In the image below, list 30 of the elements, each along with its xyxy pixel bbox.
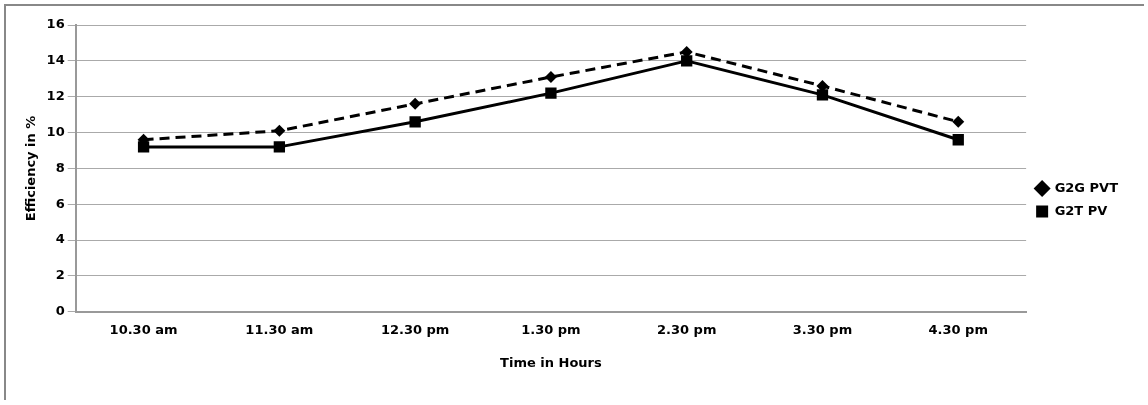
y-tick-label: 4 — [55, 231, 65, 247]
legend-label: G2T PV — [1054, 202, 1108, 218]
y-axis-title: Efficiency in % — [23, 115, 39, 222]
point — [273, 124, 286, 137]
y-tick-label: 6 — [55, 195, 65, 211]
point — [816, 89, 829, 101]
point — [952, 134, 964, 146]
point — [681, 55, 693, 67]
y-tick-label: 8 — [55, 159, 65, 175]
x-tick-label: 1.30 pm — [521, 321, 581, 337]
x-tick-label: 4.30 pm — [928, 321, 988, 337]
y-tick-label: 14 — [46, 52, 65, 68]
x-tick-label: 12.30 pm — [380, 321, 450, 337]
x-tick-label: 10.30 am — [109, 321, 178, 337]
point — [952, 115, 965, 128]
x-tick-label: 11.30 am — [245, 321, 314, 337]
point — [409, 116, 421, 128]
point — [545, 87, 557, 99]
x-tick-label: 2.30 pm — [656, 321, 717, 337]
y-tick-label: 16 — [46, 16, 65, 32]
point — [273, 141, 286, 153]
x-tick-label: 3.30 pm — [792, 321, 853, 337]
point — [409, 97, 422, 110]
y-tick-label: 10 — [46, 123, 65, 139]
y-tick-label: 12 — [46, 88, 65, 104]
legend-label: G2G PVT — [1054, 179, 1119, 195]
x-axis-title: Time in Hours — [500, 354, 602, 370]
y-tick-label: 0 — [55, 303, 65, 319]
point — [544, 70, 557, 83]
y-tick-label: 2 — [55, 267, 65, 283]
